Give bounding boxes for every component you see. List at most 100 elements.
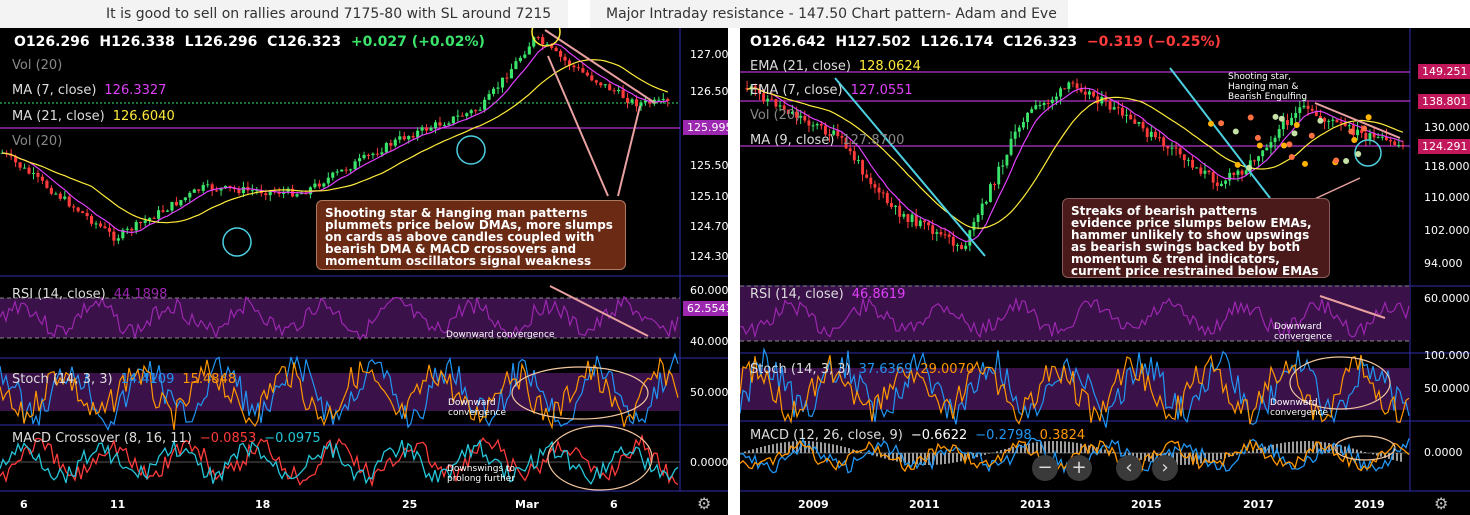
candle-body [121,229,125,239]
candle-body [451,116,455,124]
left-stoch-legend[interactable]: Stoch (14, 3, 3) 14.4109 15.4848 [12,372,236,387]
candle-body [474,110,478,112]
candle-body [492,88,496,94]
left-high: H126.338 [99,34,175,50]
left-ma7-legend[interactable]: MA (7, close) 126.3327 [12,83,166,98]
candle-body [832,130,836,135]
left-chart-panel[interactable]: O126.296 H126.338 L126.296 C126.323 +0.0… [0,28,728,515]
pattern-dot [1291,130,1298,137]
candle-body [1001,165,1005,167]
left-vol-label-1[interactable]: Vol (20) [12,58,63,73]
candle-body [1261,150,1265,157]
candle-body [770,98,774,100]
candle-body [49,187,53,194]
candle-body [766,98,770,102]
candle-body [1384,136,1388,141]
left-x-tick: 6 [610,498,618,511]
right-x-tick: 2017 [1243,498,1274,511]
right-ema21-legend[interactable]: EMA (21, close) 128.0624 [750,59,921,74]
left-chart-title: It is good to sell on rallies around 717… [0,0,568,28]
candle-body [590,75,594,81]
candle-body [224,185,228,188]
candle-body [1269,142,1273,148]
left-settings-gear-icon[interactable]: ⚙ [697,494,712,513]
right-macd-tick: 0.0000 [1424,446,1463,459]
candle-body [1153,131,1157,138]
candle-body [1257,156,1261,161]
candle-body [1166,146,1170,149]
candle-body [1273,137,1277,143]
candle-body [344,169,348,171]
left-ma21-legend[interactable]: MA (21, close) 126.6040 [12,109,175,124]
candle-body [1244,170,1248,175]
candle-body [603,84,607,86]
candle-body [536,37,540,39]
right-rsi-legend[interactable]: RSI (14, close) 46.8619 [750,287,905,302]
candle-body [1116,107,1120,109]
candle-body [496,87,500,89]
candle-body [545,44,549,46]
left-macd-legend[interactable]: MACD Crossover (8, 16, 11) −0.0853 −0.0975 [12,431,321,446]
candle-body [420,127,424,131]
candle-body [1360,129,1364,134]
candle-body [960,244,964,249]
rsi-band [740,286,1410,341]
candle-body [1203,170,1207,174]
candle-body [18,162,22,168]
right-macd-v1: −0.6622 [910,428,968,443]
candle-body [1162,137,1166,147]
right-chart-canvas[interactable] [740,28,1470,515]
right-chart-panel[interactable]: O126.642 H127.502 L126.174 C126.323 −0.3… [740,28,1470,515]
right-settings-gear-icon[interactable]: ⚙ [1434,494,1449,513]
left-chart-canvas[interactable] [0,28,728,515]
candle-body [1145,128,1149,137]
candle-body [885,192,889,204]
scroll-left-button[interactable]: ‹ [1116,455,1142,481]
pattern-dot [1286,141,1293,148]
left-macd-note: Downswings to prolong further [447,464,516,484]
candle-body [1092,91,1096,97]
candle-body [192,189,196,193]
candle-body [67,196,71,207]
right-ema7-legend[interactable]: EMA (7, close) 127.0551 [750,83,913,98]
left-ohlc-readout: O126.296 H126.338 L126.296 C126.323 +0.0… [14,34,485,50]
candle-body [873,184,877,188]
candle-body [366,154,371,156]
right-macd-legend[interactable]: MACD (12, 26, close, 9) −0.6622 −0.2798 0.3… [750,428,1085,443]
candle-body [411,135,415,138]
stoch-highlight-ellipse [511,366,649,420]
right-price-tag: 138.801 [1418,94,1470,109]
right-ma9-legend[interactable]: MA (9, close) 127.8700 [750,133,904,148]
left-rsi-legend[interactable]: RSI (14, close) 44.1898 [12,287,167,302]
candle-body [1108,100,1112,110]
zoom-in-button[interactable]: + [1066,455,1092,481]
right-stoch-legend[interactable]: Stoch (14, 3, 3) 37.6369 29.0070 [750,362,974,377]
right-stoch-tick: 100.0000 [1424,349,1470,362]
right-vol-label[interactable]: Vol (20) [750,108,801,123]
right-stoch-note: Downward convergence [1270,398,1329,418]
candle-body [1104,96,1108,101]
right-price-tag: 149.251 [1418,64,1470,79]
left-x-tick: 6 [20,498,28,511]
scroll-right-button[interactable]: › [1152,455,1178,481]
right-macd-label: MACD (12, 26, close, 9) [750,428,903,443]
pattern-dot [1348,128,1355,135]
left-price-tick: 126.500 [690,85,728,98]
candle-body [984,201,988,204]
right-x-tick: 2009 [798,498,829,511]
left-vol-label-2[interactable]: Vol (20) [12,134,63,149]
left-price-tick: 124.700 [690,220,728,233]
left-rsi-tag: 62.5541 [683,301,728,316]
left-price-tag: 125.995 [683,120,728,135]
candle-body [554,47,558,52]
candle-body [1356,129,1360,136]
stoch-k-line [0,352,679,431]
right-x-tick: 2013 [1020,498,1051,511]
candle-body [375,153,379,155]
candle-body [384,143,388,153]
zoom-out-button[interactable]: − [1032,455,1058,481]
right-ema21-label: EMA (21, close) [750,59,851,74]
candle-body [559,51,563,57]
candle-body [1137,122,1141,124]
candle-body [844,137,848,149]
